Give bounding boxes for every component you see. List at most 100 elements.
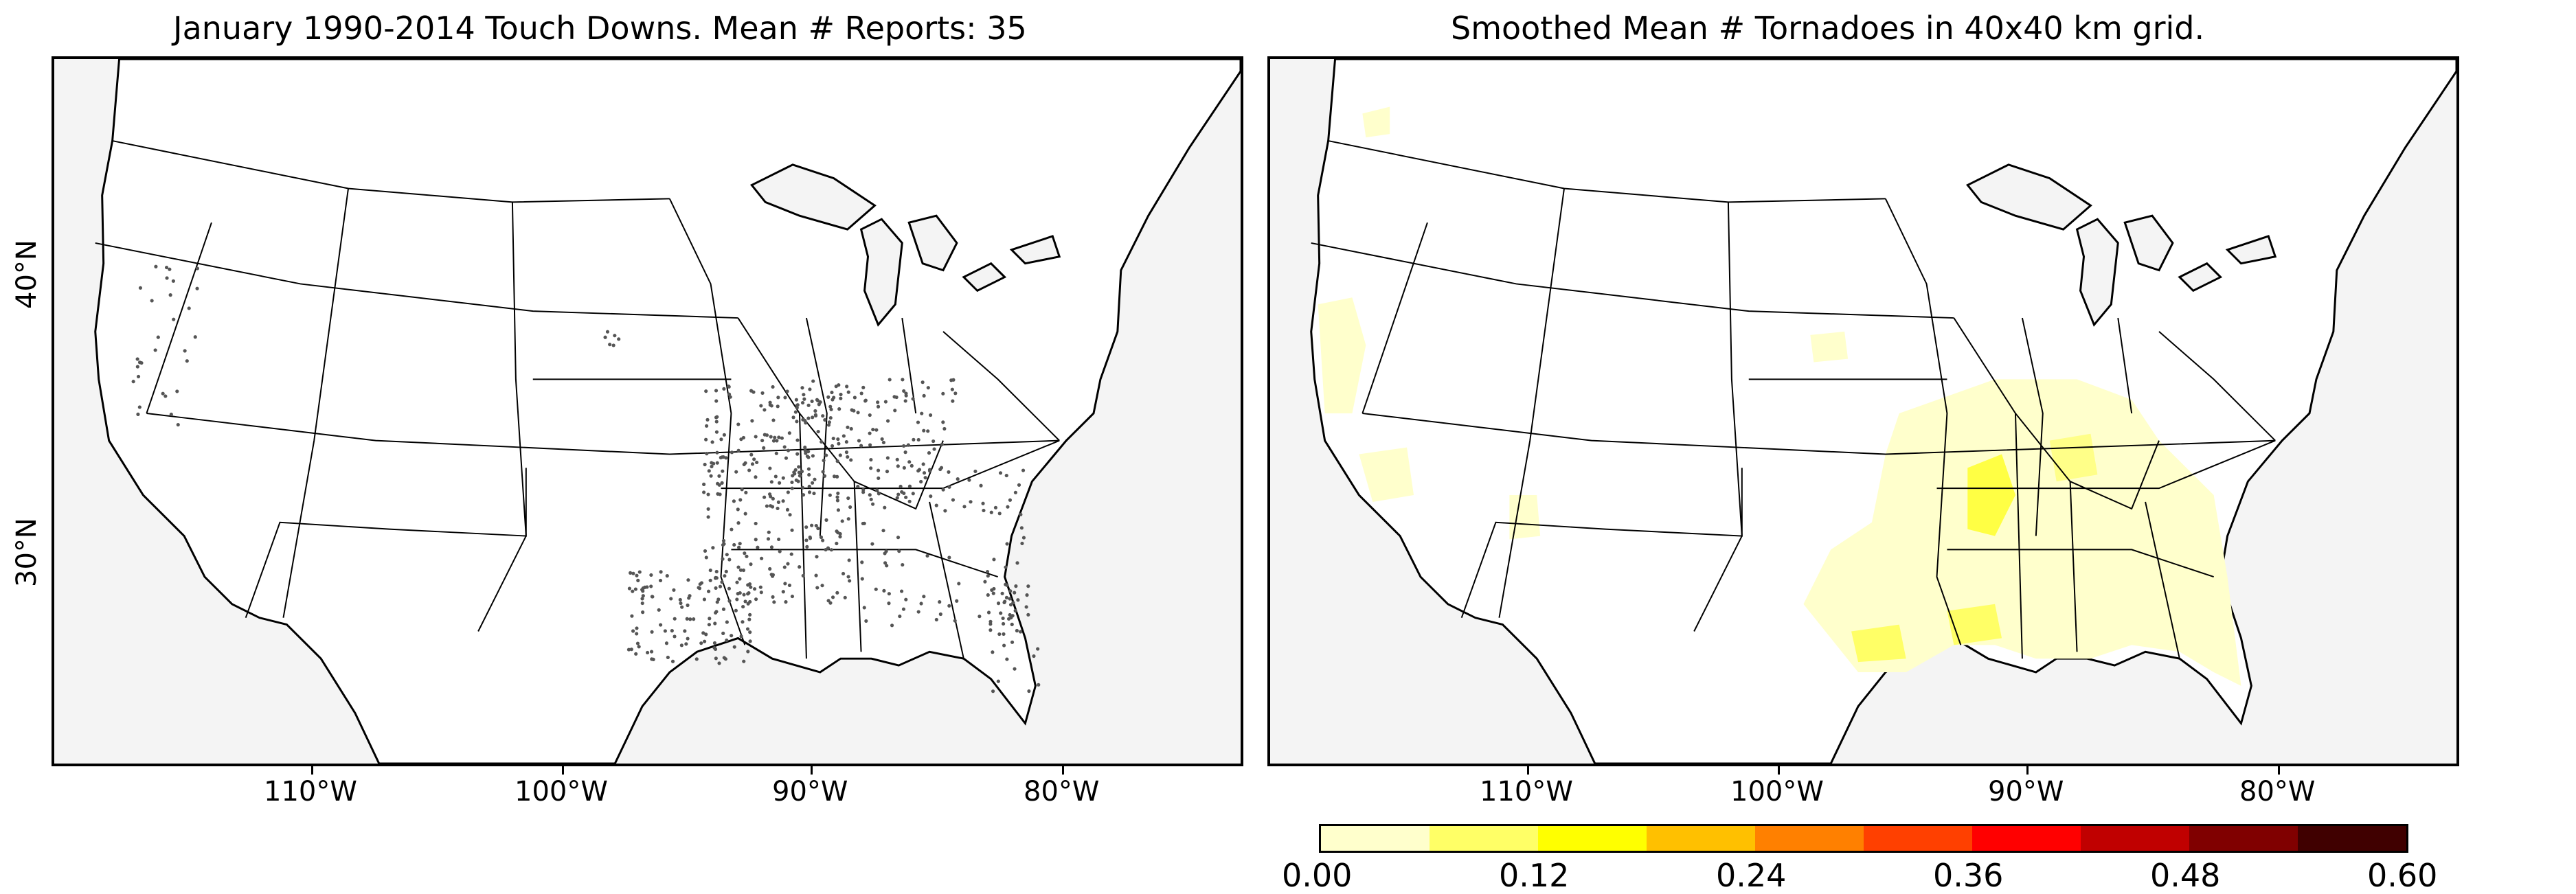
tornado-report-dot — [650, 630, 654, 634]
tornado-report-dot — [927, 468, 932, 472]
tornado-report-dot — [938, 612, 942, 617]
tornado-report-dot — [864, 619, 868, 623]
right-map-title: Smoothed Mean # Tornadoes in 40x40 km gr… — [1451, 10, 2205, 47]
tornado-report-dot — [760, 556, 764, 560]
tornado-report-dot — [902, 466, 906, 470]
tornado-report-dot — [641, 594, 645, 598]
tornado-report-dot — [815, 398, 820, 402]
tornado-report-dot — [927, 451, 931, 455]
tornado-report-dot — [760, 391, 765, 395]
tornado-report-dot — [762, 495, 767, 499]
tornado-report-dot — [741, 605, 745, 609]
tornado-report-dot — [863, 399, 868, 403]
lon-label-80w: 80°W — [2239, 776, 2316, 807]
tornado-report-dot — [883, 400, 888, 404]
tornado-report-dot — [901, 607, 906, 611]
tornado-report-dot — [883, 551, 887, 555]
tornado-report-dot — [738, 498, 743, 502]
lon-label-90w: 90°W — [772, 776, 848, 807]
tornado-report-dot — [791, 415, 795, 420]
tornado-report-dot — [909, 463, 914, 468]
tornado-report-dot — [801, 417, 805, 422]
tornado-report-dot — [922, 595, 926, 599]
tornado-report-dot — [650, 595, 654, 599]
tornado-report-dot — [876, 404, 881, 409]
tornado-report-dot — [986, 610, 991, 615]
tornado-report-dot — [1001, 616, 1005, 621]
tornado-report-dot — [758, 585, 762, 589]
tornado-report-dot — [808, 535, 812, 540]
density-map-svg — [1310, 59, 2456, 764]
tornado-report-dot — [153, 348, 157, 352]
tornado-report-dot — [767, 492, 772, 496]
tornado-report-dot — [168, 267, 172, 271]
tornado-report-dot — [841, 434, 846, 438]
tornado-report-dot — [730, 527, 734, 531]
tornado-report-dot — [1013, 608, 1017, 613]
tornado-report-dot — [956, 477, 960, 481]
tornado-report-dot — [766, 537, 771, 541]
tornado-report-dot — [901, 378, 905, 382]
tornado-report-dot — [176, 422, 180, 427]
tornado-report-dot — [136, 412, 140, 416]
tornado-report-dot — [990, 588, 994, 592]
tornado-report-dot — [641, 589, 645, 593]
tornado-report-dot — [156, 335, 160, 339]
tornado-report-dot — [781, 476, 785, 480]
tornado-report-dot — [824, 518, 828, 522]
colorbar-segment — [2298, 826, 2406, 851]
tornado-report-dot — [1021, 536, 1026, 540]
tornado-report-dot — [707, 623, 711, 627]
tornado-report-dot — [787, 431, 791, 435]
density-contours — [1318, 106, 2241, 686]
tornado-report-dot — [704, 555, 708, 560]
tornado-report-dot — [631, 589, 635, 593]
colorbar-label-4: 0.48 — [2150, 857, 2221, 894]
tornado-report-dot — [168, 293, 172, 297]
tornado-report-dot — [716, 492, 720, 496]
tornado-report-dot — [796, 479, 800, 483]
tornado-report-dot — [861, 490, 866, 494]
lon-tick — [811, 766, 813, 775]
tornado-report-dot — [747, 617, 752, 621]
tornado-report-dot — [762, 446, 766, 450]
colorbar-segment — [1972, 826, 2081, 851]
tornado-report-dot — [797, 470, 801, 474]
tornado-report-dot — [768, 566, 772, 571]
tornado-report-dot — [845, 385, 849, 389]
tornado-report-dot — [649, 650, 654, 654]
tornado-report-dot — [754, 538, 758, 542]
tornado-report-dot — [923, 476, 927, 480]
tornado-report-dot — [831, 595, 835, 599]
tornado-report-dot — [721, 469, 725, 473]
tornado-report-dot — [714, 576, 719, 580]
tornado-report-dot — [919, 601, 923, 606]
tornado-report-dot — [846, 390, 850, 394]
tornado-report-dot — [684, 642, 688, 646]
tornado-report-dot — [637, 645, 641, 649]
tornado-report-dot — [754, 435, 758, 439]
tornado-report-dot — [771, 496, 775, 501]
tornado-report-dot — [723, 574, 727, 578]
tornado-report-dot — [774, 451, 778, 455]
tornado-report-dot — [629, 571, 633, 575]
colorbar-segment — [1321, 826, 1430, 851]
tornado-report-dot — [709, 474, 713, 478]
tornado-report-dot — [957, 582, 961, 586]
tornado-report-dot — [835, 459, 839, 463]
tornado-report-dot — [1026, 584, 1030, 588]
tornado-report-dot — [938, 467, 942, 472]
tornado-report-dot — [836, 508, 841, 512]
tornado-report-dot — [870, 502, 875, 506]
tornado-report-dot — [800, 401, 805, 405]
tornado-report-dot — [749, 452, 754, 457]
tornado-report-dot — [862, 606, 866, 610]
tornado-report-dot — [1003, 599, 1007, 604]
tornado-report-dot — [734, 608, 738, 612]
tornado-report-dot — [826, 599, 831, 603]
tornado-report-dot — [979, 483, 983, 488]
tornado-report-dot — [829, 548, 833, 552]
tornado-report-dot — [830, 390, 834, 395]
tornado-report-dot — [714, 430, 719, 434]
lat-label-40n: 40°N — [11, 240, 43, 309]
